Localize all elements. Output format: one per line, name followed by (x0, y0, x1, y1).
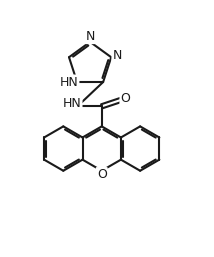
Text: N: N (112, 49, 122, 62)
Text: N: N (85, 30, 95, 43)
Text: O: O (97, 168, 107, 181)
Text: HN: HN (63, 97, 82, 110)
Text: O: O (120, 93, 130, 105)
Text: HN: HN (60, 76, 78, 88)
